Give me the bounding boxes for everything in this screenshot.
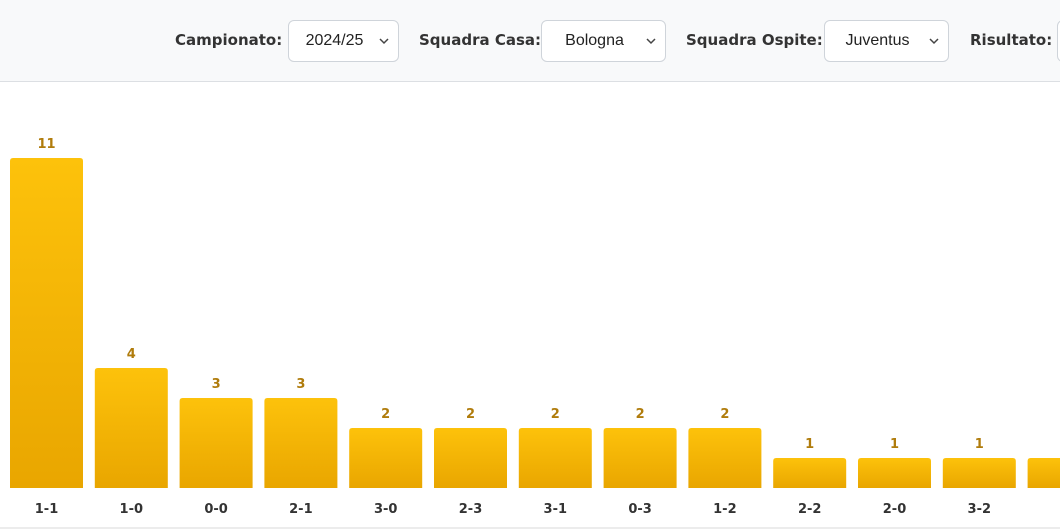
value-label: 3	[296, 377, 305, 392]
select-value: Juventus	[845, 32, 910, 49]
value-label: 11	[37, 137, 55, 152]
select-value: 2024/25	[305, 32, 364, 49]
bar	[434, 428, 507, 488]
value-label: 1	[805, 437, 814, 452]
bar	[858, 458, 931, 488]
chevron	[929, 38, 939, 45]
value-label: 2	[381, 407, 390, 422]
bar	[688, 428, 762, 488]
x-tick-label: 0-0	[204, 502, 228, 517]
x-tick-label: 3-2	[968, 502, 992, 517]
bar	[603, 428, 677, 488]
value-label: 4	[127, 347, 136, 362]
x-tick-label: 2-1	[289, 502, 313, 517]
chart: 111-141-030-032-123-022-323-120-321-212-…	[0, 137, 1060, 529]
value-label: 2	[551, 407, 560, 422]
value-label: 2	[636, 407, 645, 422]
value-label: 3	[212, 377, 221, 392]
bar	[349, 428, 423, 488]
filter-label: Squadra Casa:	[419, 31, 541, 49]
bar	[773, 458, 847, 488]
x-tick-label: 3-0	[374, 502, 398, 517]
bar	[264, 398, 338, 488]
filter-label: Squadra Ospite:	[686, 31, 823, 49]
value-label: 1	[890, 437, 899, 452]
value-label: 1	[975, 437, 984, 452]
x-tick-label: 2-2	[798, 502, 822, 517]
value-label: 2	[466, 407, 475, 422]
chevron	[379, 38, 389, 45]
filter-label: Risultato:	[970, 31, 1053, 49]
select[interactable]: Juventus	[824, 20, 949, 62]
x-tick-label: 0-3	[628, 502, 652, 517]
bar	[518, 428, 592, 488]
filter-label: Campionato:	[175, 31, 283, 49]
filter-bar: Campionato: 2024/25 Squadra Casa: Bologn…	[0, 0, 1060, 82]
x-tick-label: 3-1	[544, 502, 568, 517]
x-tick-label: 1-1	[35, 502, 59, 517]
x-tick-label: 1-2	[713, 502, 737, 517]
x-tick-label: 1-0	[120, 502, 144, 517]
bar	[10, 158, 83, 488]
value-label: 2	[720, 407, 729, 422]
bar	[94, 368, 168, 488]
select[interactable]: Bologna	[541, 20, 666, 62]
bar	[179, 398, 253, 488]
select-value: Bologna	[565, 32, 624, 49]
x-tick-label: 2-0	[883, 502, 907, 517]
bar	[942, 458, 1016, 488]
bar	[1027, 458, 1060, 488]
chevron	[646, 38, 656, 45]
x-tick-label: 2-3	[459, 502, 483, 517]
select[interactable]: 2024/25	[288, 20, 399, 62]
